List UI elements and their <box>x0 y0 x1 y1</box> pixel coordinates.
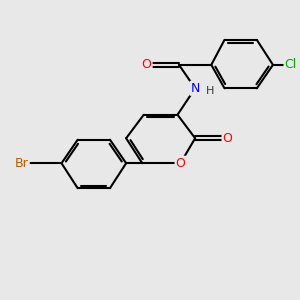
Text: O: O <box>176 157 185 170</box>
Text: Cl: Cl <box>284 58 297 71</box>
Text: N: N <box>190 82 200 95</box>
Text: H: H <box>206 86 215 96</box>
Text: O: O <box>142 58 152 71</box>
Text: Br: Br <box>15 157 29 170</box>
Text: O: O <box>223 132 232 145</box>
